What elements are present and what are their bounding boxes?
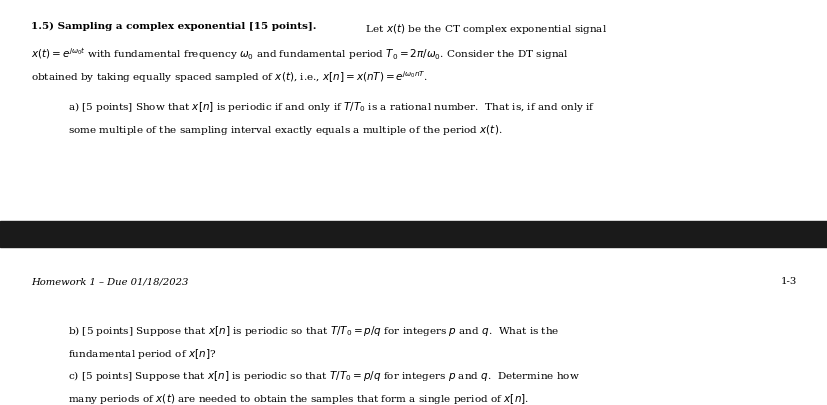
Text: b) [5 points] Suppose that $x[n]$ is periodic so that $T/T_0 = p/q$ for integers: b) [5 points] Suppose that $x[n]$ is per…	[68, 324, 558, 338]
Text: 1.5) Sampling a complex exponential [15 points].: 1.5) Sampling a complex exponential [15 …	[31, 22, 317, 32]
Text: $x(t) = e^{j\omega_0 t}$ with fundamental frequency $\omega_0$ and fundamental p: $x(t) = e^{j\omega_0 t}$ with fundamenta…	[31, 46, 569, 62]
Text: many periods of $x(t)$ are needed to obtain the samples that form a single perio: many periods of $x(t)$ are needed to obt…	[68, 392, 528, 405]
Text: some multiple of the sampling interval exactly equals a multiple of the period $: some multiple of the sampling interval e…	[68, 123, 502, 137]
Bar	[0, 221, 827, 247]
Text: Homework 1 – Due 01/18/2023: Homework 1 – Due 01/18/2023	[31, 277, 189, 286]
Text: c) [5 points] Suppose that $x[n]$ is periodic so that $T/T_0 = p/q$ for integers: c) [5 points] Suppose that $x[n]$ is per…	[68, 369, 579, 383]
Text: obtained by taking equally spaced sampled of $x(t)$, i.e., $x[n] = x(nT) = e^{j\: obtained by taking equally spaced sample…	[31, 69, 428, 85]
Text: fundamental period of $x[n]$?: fundamental period of $x[n]$?	[68, 347, 216, 362]
Text: Let $x(t)$ be the CT complex exponential signal: Let $x(t)$ be the CT complex exponential…	[358, 22, 606, 36]
Text: a) [5 points] Show that $x[n]$ is periodic if and only if $T/T_0$ is a rational : a) [5 points] Show that $x[n]$ is period…	[68, 100, 595, 114]
Text: 1-3: 1-3	[779, 277, 796, 286]
